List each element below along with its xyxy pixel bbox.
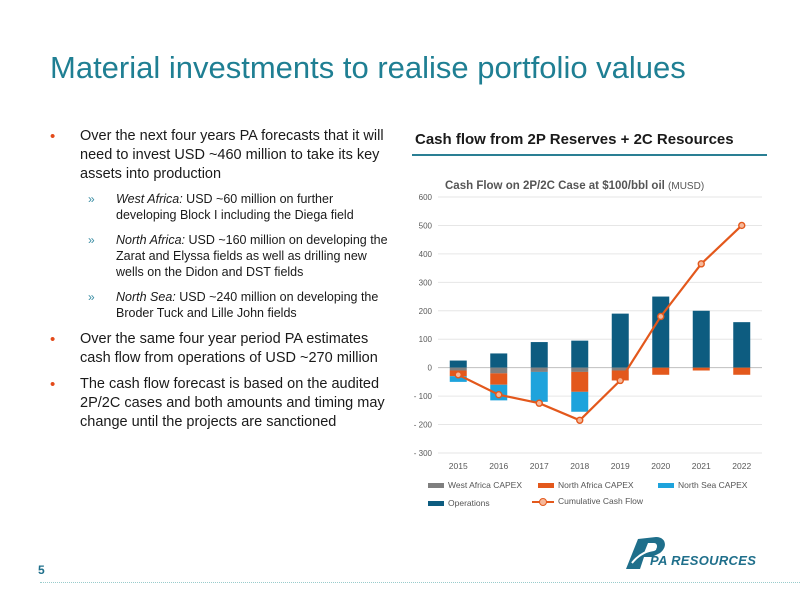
bullet-text: Over the next four years PA forecasts th…: [80, 128, 384, 182]
bar: [571, 371, 589, 392]
chevron-right-icon: »: [88, 290, 95, 304]
sub-bullet-lead: North Sea:: [116, 290, 176, 304]
y-tick-label: 500: [419, 221, 433, 230]
bar: [530, 371, 548, 402]
y-tick-label: 300: [419, 278, 433, 287]
bar: [449, 367, 467, 371]
x-tick-label: 2015: [449, 461, 468, 471]
legend-swatch-icon: [428, 483, 444, 489]
bar: [571, 340, 589, 368]
bar: [652, 296, 670, 368]
legend-label: West Africa CAPEX: [448, 480, 523, 490]
bar: [571, 367, 589, 372]
bar: [490, 373, 508, 385]
legend-line-icon: [532, 497, 554, 506]
chart-title: Cash Flow on 2P/2C Case at $100/bbl oil …: [445, 180, 704, 192]
cumulative-point: [454, 371, 462, 379]
y-tick-label: - 100: [414, 392, 433, 401]
x-tick-label: 2022: [732, 461, 751, 471]
sub-bullet-text: USD ~240 million on developing the Brode…: [116, 290, 379, 320]
x-tick-label: 2019: [611, 461, 630, 471]
footer-divider: [40, 582, 800, 583]
bar: [490, 353, 508, 368]
bar: [733, 367, 751, 375]
sub-bullet-item: » North Sea: USD ~240 million on develop…: [50, 289, 390, 321]
bullet-item: • Over the same four year period PA esti…: [50, 330, 390, 368]
bullet-item: • Over the next four years PA forecasts …: [50, 127, 390, 184]
bullet-dot-icon: •: [50, 128, 56, 145]
chart-title-unit: (MUSD): [668, 181, 705, 192]
bullet-list: • Over the next four years PA forecasts …: [50, 127, 390, 439]
legend-swatch-icon: [428, 501, 444, 507]
legend-item: North Sea CAPEX: [658, 480, 747, 490]
bar: [611, 313, 629, 368]
chart-title-text: Cash Flow on 2P/2C Case at $100/bbl oil: [445, 180, 665, 192]
bar: [692, 310, 710, 368]
cumulative-point: [616, 376, 624, 385]
bar: [652, 367, 670, 375]
bar: [530, 342, 548, 368]
bar: [571, 391, 589, 412]
slide-title: Material investments to realise portfoli…: [50, 50, 686, 85]
y-tick-label: - 300: [414, 449, 433, 458]
cumulative-point: [697, 260, 705, 268]
cumulative-point: [657, 312, 665, 321]
legend-swatch-icon: [658, 483, 674, 489]
bar: [449, 376, 467, 382]
bar: [692, 367, 710, 371]
legend-item: West Africa CAPEX: [428, 480, 522, 490]
cumulative-point: [738, 221, 746, 230]
x-tick-label: 2020: [651, 461, 670, 471]
legend-label: Operations: [448, 498, 490, 508]
cash-flow-chart: 600 500 400 300 200 100 0 - 100 - 200 - 300 2015 20…: [414, 193, 762, 471]
legend-swatch-icon: [538, 483, 554, 489]
bullet-dot-icon: •: [50, 376, 56, 393]
chart-divider: [412, 154, 767, 156]
cumulative-point: [535, 399, 543, 407]
x-tick-label: 2021: [692, 461, 711, 471]
legend-label: North Sea CAPEX: [678, 480, 748, 490]
bar: [733, 322, 751, 368]
legend-item: Operations: [428, 498, 490, 508]
chevron-right-icon: »: [88, 192, 95, 206]
chart-section-title: Cash flow from 2P Reserves + 2C Resource…: [415, 131, 734, 148]
x-tick-label: 2016: [489, 461, 508, 471]
bar: [449, 360, 467, 368]
y-tick-label: - 200: [414, 421, 433, 430]
legend-item: North Africa CAPEX: [538, 480, 634, 490]
sub-bullet-text: USD ~160 million on developing the Zarat…: [116, 233, 388, 279]
bullet-dot-icon: •: [50, 331, 56, 348]
sub-bullet-lead: North Africa:: [116, 233, 186, 247]
x-tick-label: 2017: [530, 461, 549, 471]
bar: [490, 367, 508, 374]
y-tick-label: 100: [419, 335, 433, 344]
legend-label: North Africa CAPEX: [558, 480, 634, 490]
cumulative-point: [495, 390, 503, 399]
legend-label: Cumulative Cash Flow: [558, 496, 644, 506]
bar: [530, 367, 548, 372]
sub-bullet-lead: West Africa:: [116, 192, 183, 206]
x-tick-label: 2018: [570, 461, 589, 471]
logo-text: PA RESOURCES: [650, 553, 757, 568]
legend-item: Cumulative Cash Flow: [532, 496, 643, 506]
bullet-text: The cash flow forecast is based on the a…: [80, 376, 385, 430]
cumulative-point: [576, 416, 584, 424]
y-tick-label: 600: [419, 193, 433, 202]
chevron-right-icon: »: [88, 233, 95, 247]
bullet-item: • The cash flow forecast is based on the…: [50, 375, 390, 432]
bar: [611, 370, 629, 381]
cumulative-line: [457, 224, 743, 422]
sub-bullet-item: » West Africa: USD ~60 million on furthe…: [50, 191, 390, 223]
y-tick-label: 0: [428, 364, 433, 373]
page-number: 5: [38, 563, 45, 577]
y-tick-label: 200: [419, 307, 433, 316]
pa-resources-logo-icon: [626, 537, 665, 569]
y-tick-label: 400: [419, 250, 433, 259]
bar: [611, 367, 629, 371]
sub-bullet-item: » North Africa: USD ~160 million on deve…: [50, 232, 390, 280]
bullet-text: Over the same four year period PA estima…: [80, 331, 378, 366]
sub-bullet-text: USD ~60 million on further developing Bl…: [116, 192, 354, 222]
